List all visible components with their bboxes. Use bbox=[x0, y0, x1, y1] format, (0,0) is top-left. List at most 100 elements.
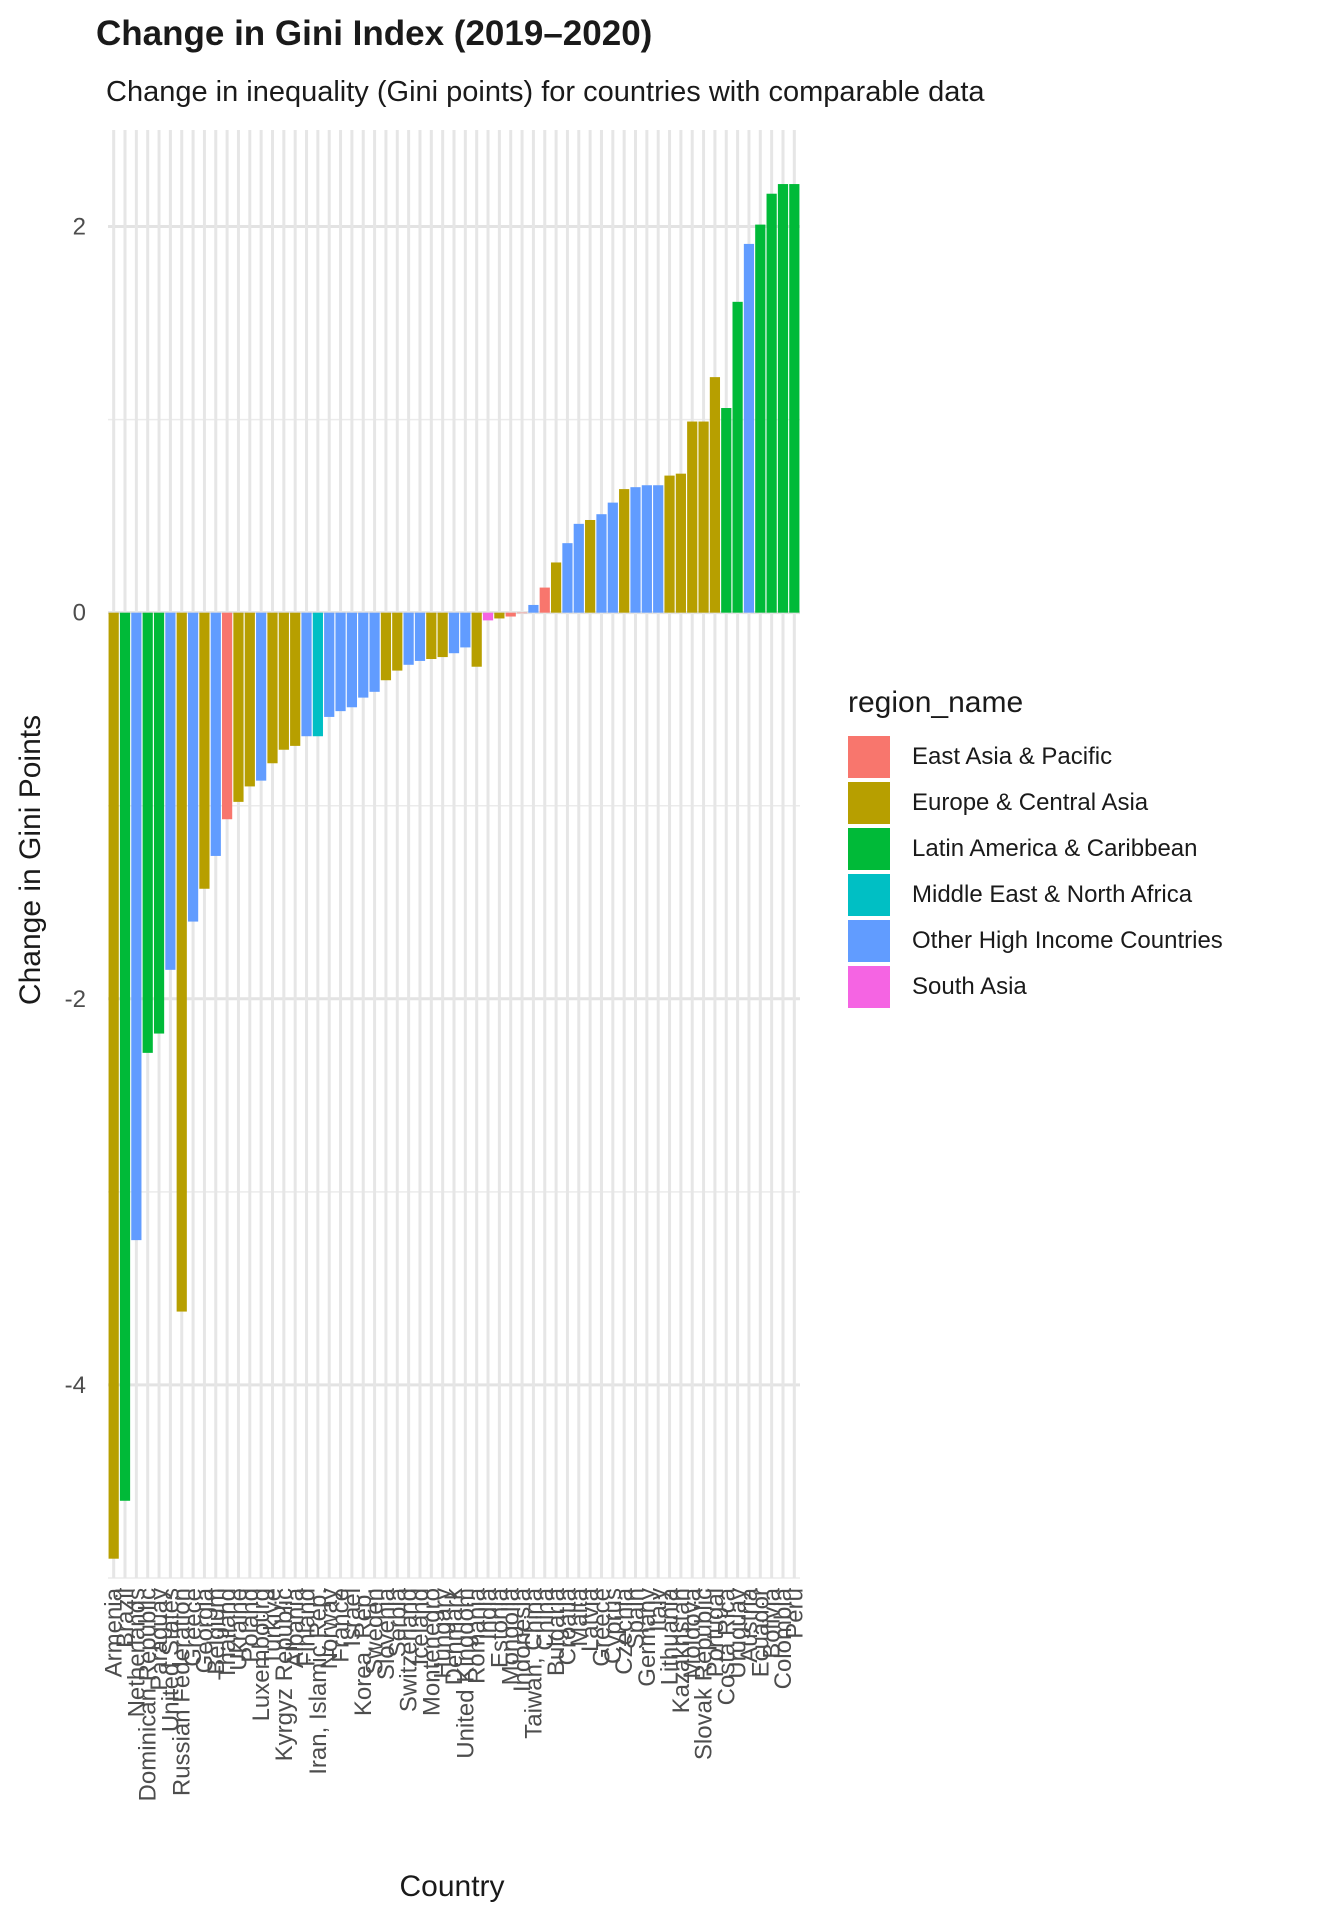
x-tick-label: Portugal bbox=[702, 1588, 729, 1677]
bar bbox=[199, 612, 210, 889]
bar bbox=[505, 612, 516, 617]
x-tick-label: Greece bbox=[588, 1588, 615, 1667]
x-tick-label: Croatia bbox=[554, 1587, 581, 1665]
x-tick-label: France bbox=[328, 1588, 355, 1663]
bar bbox=[324, 612, 335, 717]
x-tick-label: Bolivia bbox=[759, 1587, 786, 1658]
x-tick-label: Lithuania bbox=[657, 1587, 684, 1685]
x-tick-label: Iran, Islamic Rep. bbox=[305, 1588, 332, 1775]
x-tick-label: Greece bbox=[180, 1588, 207, 1667]
bar bbox=[176, 612, 187, 1312]
x-tick-label: Slovenia bbox=[373, 1587, 400, 1680]
x-tick-label: Taiwan, China bbox=[520, 1587, 547, 1738]
legend-label: South Asia bbox=[912, 973, 1027, 1000]
x-tick-label: Denmark bbox=[441, 1587, 468, 1685]
x-tick-label: Thailand bbox=[214, 1588, 241, 1680]
x-tick-label: Norway bbox=[316, 1588, 343, 1669]
bar bbox=[585, 519, 596, 613]
x-tick-label: Switzerland bbox=[396, 1588, 423, 1712]
bar bbox=[392, 612, 403, 671]
x-tick-label: Brazil bbox=[112, 1588, 139, 1648]
bar bbox=[516, 612, 528, 614]
bar bbox=[675, 473, 686, 613]
bar bbox=[244, 612, 255, 787]
bar bbox=[301, 612, 312, 737]
bar bbox=[573, 523, 584, 613]
bar bbox=[426, 612, 437, 660]
x-axis-title: Country bbox=[399, 1870, 504, 1903]
bar bbox=[414, 612, 426, 661]
bar bbox=[698, 421, 709, 613]
x-tick-label: Paraguay bbox=[146, 1588, 173, 1691]
legend-swatch bbox=[848, 874, 890, 916]
y-tick-label: 2 bbox=[73, 214, 86, 241]
bar bbox=[448, 612, 460, 654]
bar bbox=[630, 487, 641, 613]
x-tick-label: China bbox=[532, 1587, 559, 1650]
bar bbox=[653, 485, 664, 613]
bar bbox=[460, 612, 471, 648]
legend-swatch bbox=[848, 828, 890, 870]
x-tick-label: Poland bbox=[237, 1588, 264, 1663]
x-tick-label: Ukraine bbox=[225, 1588, 252, 1671]
x-tick-label: Colombia bbox=[770, 1587, 797, 1689]
x-tick-label: Serbia bbox=[384, 1587, 411, 1657]
bar bbox=[755, 224, 766, 613]
legend-item: Latin America & Caribbean bbox=[848, 826, 1223, 872]
x-tick-label: Estonia bbox=[486, 1587, 513, 1668]
x-tick-label: Malta bbox=[566, 1587, 593, 1646]
x-tick-label: Dominican Republic bbox=[135, 1588, 162, 1801]
bar bbox=[403, 612, 414, 665]
x-tick-label: Czechia bbox=[611, 1587, 638, 1674]
x-tick-label: Peru bbox=[781, 1588, 808, 1639]
x-tick-label: Armenia bbox=[101, 1587, 128, 1677]
axis-layer: -4 -2 0 2 ArmeniaBrazilNetherlandsDominican … bbox=[65, 214, 809, 1802]
bar bbox=[550, 562, 562, 613]
y-tick-label: 0 bbox=[73, 600, 86, 627]
x-tick-label: Germany bbox=[634, 1588, 661, 1687]
bar bbox=[596, 514, 607, 613]
legend-item: East Asia & Pacific bbox=[848, 734, 1223, 780]
x-tick-label: Bulgaria bbox=[543, 1587, 570, 1676]
x-tick-label: Cyprus bbox=[600, 1588, 627, 1664]
legend-label: Middle East & North Africa bbox=[912, 881, 1193, 908]
bar bbox=[766, 193, 777, 613]
bar bbox=[335, 612, 346, 712]
legend-swatch bbox=[848, 920, 890, 962]
x-tick-label: Belgium bbox=[203, 1588, 230, 1675]
x-tick-label: Israel bbox=[339, 1588, 366, 1647]
legend-title: region_name bbox=[848, 686, 1024, 719]
bar bbox=[709, 377, 721, 613]
legend-swatch bbox=[848, 966, 890, 1008]
chart-title: Change in Gini Index (2019–2020) bbox=[96, 14, 653, 53]
x-tick-label: Kazakhstan bbox=[668, 1588, 695, 1713]
bar bbox=[187, 612, 199, 922]
bar bbox=[369, 612, 380, 692]
bar bbox=[210, 612, 221, 856]
bar bbox=[482, 612, 494, 621]
bar bbox=[777, 184, 789, 613]
bar bbox=[743, 243, 755, 613]
x-tick-label: Costa Rica bbox=[713, 1587, 740, 1705]
bar bbox=[380, 612, 392, 681]
bar bbox=[222, 612, 233, 820]
bar bbox=[437, 612, 448, 658]
bar bbox=[165, 612, 176, 970]
bar bbox=[539, 587, 550, 613]
x-tick-label: Slovak Republic bbox=[691, 1588, 718, 1760]
x-tick-label: Montenegro bbox=[418, 1588, 445, 1716]
bar-layer bbox=[108, 184, 800, 1559]
x-tick-label: Albania bbox=[282, 1587, 309, 1668]
bar bbox=[732, 301, 743, 613]
bar bbox=[528, 604, 539, 613]
x-tick-label: Spain bbox=[623, 1588, 650, 1649]
legend-swatch bbox=[848, 782, 890, 824]
x-tick-label: Luxembourg bbox=[248, 1588, 275, 1721]
x-tick-label: India bbox=[475, 1587, 502, 1640]
bar bbox=[789, 184, 800, 613]
x-tick-label: Moldova bbox=[679, 1587, 706, 1678]
legend-item: Other High Income Countries bbox=[848, 918, 1223, 964]
x-tick-label: Austria bbox=[736, 1587, 763, 1662]
bar bbox=[290, 612, 301, 746]
bar bbox=[278, 612, 289, 750]
